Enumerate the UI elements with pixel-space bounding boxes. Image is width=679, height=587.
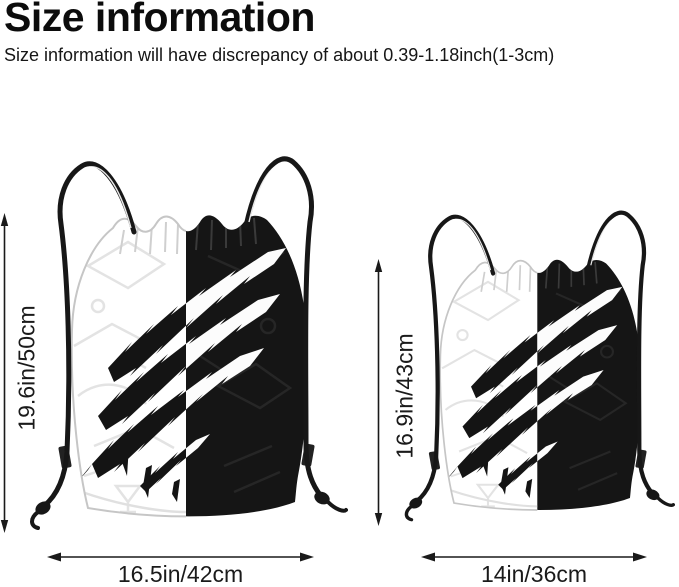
width-dimension-label-small: 14in/36cm xyxy=(480,561,588,587)
width-dimension-line-large xyxy=(47,552,314,562)
drawstring-bag-large-image xyxy=(28,146,348,538)
height-dimension-label-small: 16.9in/43cm xyxy=(391,333,418,459)
height-dimension-label-large: 19.6in/50cm xyxy=(13,305,40,431)
height-dimension-line-small xyxy=(374,259,383,526)
drawstring-bag-small-image xyxy=(403,202,675,528)
page-title: Size information xyxy=(4,0,315,40)
width-dimension-label-large: 16.5in/42cm xyxy=(117,561,244,587)
width-dimension-line-small xyxy=(421,552,647,562)
height-dimension-line-large xyxy=(0,213,9,533)
page-subtitle: Size information will have discrepancy o… xyxy=(4,45,555,65)
